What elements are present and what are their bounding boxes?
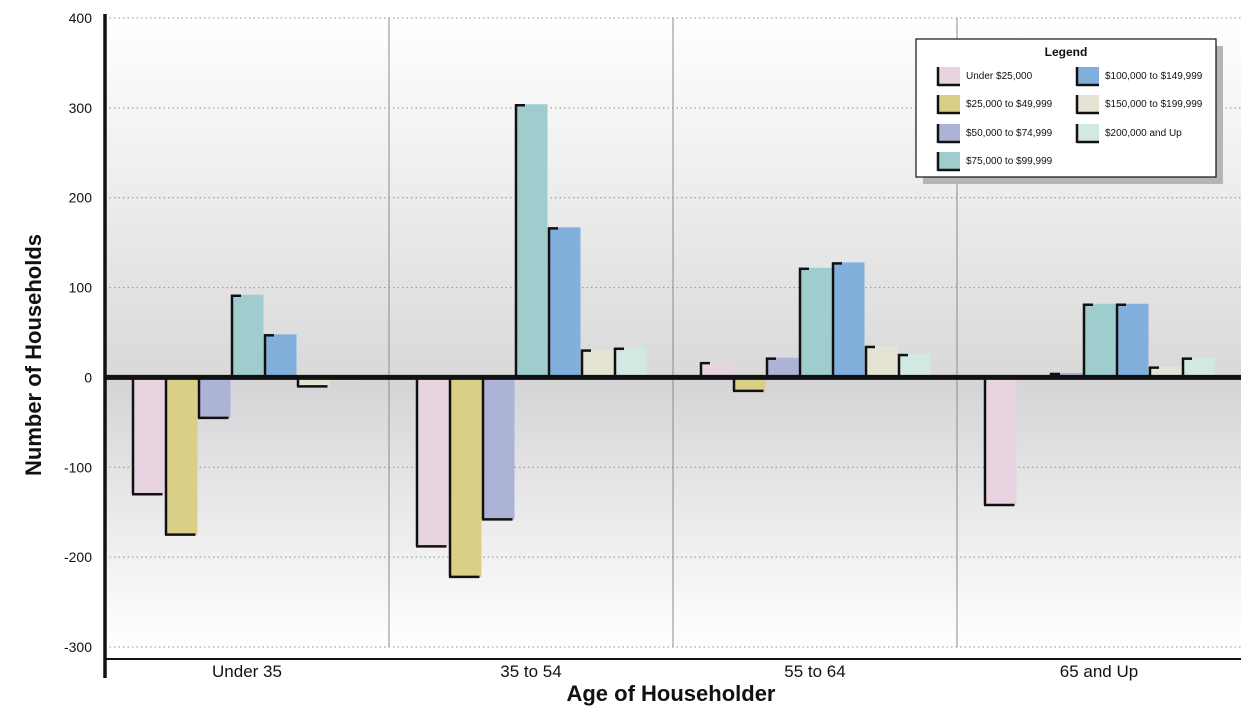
y-tick-label: 0 <box>84 369 92 385</box>
legend-box <box>915 38 1217 178</box>
bar <box>197 377 231 420</box>
bar-fill <box>1151 366 1182 378</box>
bar <box>765 357 799 378</box>
legend-swatch <box>938 152 960 170</box>
legend-item: $150,000 to $199,999 <box>1075 95 1203 115</box>
y-axis-title: Number of Households <box>21 234 46 476</box>
bar-fill <box>986 377 1017 506</box>
bar <box>897 353 931 378</box>
legend-swatch <box>1077 95 1099 113</box>
legend-item: $50,000 to $74,999 <box>936 124 1053 144</box>
bar-fill <box>867 345 898 378</box>
legend-item: $75,000 to $99,999 <box>936 152 1053 172</box>
legend-item: Under $25,000 <box>936 67 1033 87</box>
y-tick-label: -300 <box>64 639 92 655</box>
bar <box>983 377 1017 507</box>
bar-fill <box>900 354 931 378</box>
bar <box>230 294 264 378</box>
bar-fill <box>266 334 297 378</box>
bar <box>864 345 898 378</box>
y-tick-labels: 400 300 200 100 0 -100 -200 -300 <box>64 10 92 655</box>
legend: Legend Under $25,000 $25,000 to $49,999 $5… <box>915 38 1223 184</box>
legend-label: Under $25,000 <box>966 71 1033 82</box>
bar-fill <box>1184 357 1215 378</box>
legend-label: $100,000 to $149,999 <box>1105 71 1203 82</box>
bar-fill <box>583 349 614 378</box>
bar <box>1082 303 1116 378</box>
legend-swatch <box>1077 124 1099 142</box>
bars <box>131 104 1215 579</box>
bar <box>732 377 766 393</box>
legend-item: $25,000 to $49,999 <box>936 95 1053 115</box>
legend-label: $200,000 and Up <box>1105 128 1182 139</box>
category-label: Under 35 <box>212 662 282 681</box>
bar-fill <box>484 377 515 520</box>
bar <box>613 347 647 378</box>
y-tick-label: 100 <box>69 280 93 296</box>
bar-fill <box>550 227 581 378</box>
bar-fill <box>200 377 231 418</box>
legend-swatch <box>1077 67 1099 85</box>
category-label: 55 to 64 <box>784 662 845 681</box>
legend-label: $150,000 to $199,999 <box>1105 99 1203 110</box>
legend-title: Legend <box>1045 45 1088 59</box>
bar-fill <box>167 377 198 535</box>
bar-fill <box>702 362 733 378</box>
bar-fill <box>134 377 165 495</box>
bar-fill <box>735 377 766 391</box>
bar <box>514 104 548 378</box>
bar-fill <box>1118 303 1149 378</box>
bar <box>164 377 198 536</box>
bar-fill <box>1085 303 1116 378</box>
bar <box>263 334 297 378</box>
bar-fill <box>233 294 264 378</box>
bar-fill <box>451 377 482 577</box>
legend-swatch <box>938 67 960 85</box>
bar <box>547 227 581 378</box>
bar <box>415 377 449 548</box>
bar-fill <box>801 267 832 378</box>
bar <box>448 377 482 579</box>
legend-label: $25,000 to $49,999 <box>966 99 1053 110</box>
bar <box>831 262 865 378</box>
bar <box>1115 303 1149 378</box>
bar <box>699 361 733 378</box>
bar <box>798 267 832 378</box>
category-label: 35 to 54 <box>500 662 561 681</box>
legend-swatch <box>938 124 960 142</box>
bar <box>1181 357 1215 378</box>
bar-fill <box>768 357 799 378</box>
bar-fill <box>834 262 865 378</box>
bar-fill <box>616 347 647 378</box>
legend-item: $200,000 and Up <box>1075 124 1182 144</box>
category-labels: Under 35 35 to 54 55 to 64 65 and Up <box>212 662 1138 681</box>
legend-swatch <box>938 95 960 113</box>
y-tick-label: 200 <box>69 190 93 206</box>
bar <box>481 377 515 521</box>
axes <box>103 14 1241 678</box>
legend-item: $100,000 to $149,999 <box>1075 67 1203 87</box>
bar <box>580 349 614 378</box>
legend-label: $75,000 to $99,999 <box>966 156 1053 167</box>
legend-label: $50,000 to $74,999 <box>966 128 1053 139</box>
x-axis-title: Age of Householder <box>566 681 775 706</box>
y-tick-label: -200 <box>64 549 92 565</box>
bar-fill <box>517 104 548 378</box>
bar <box>131 377 165 496</box>
y-tick-label: 400 <box>69 10 93 26</box>
y-tick-label: -100 <box>64 459 92 475</box>
bar-fill <box>418 377 449 547</box>
category-label: 65 and Up <box>1060 662 1138 681</box>
y-tick-label: 300 <box>69 100 93 116</box>
bar-fill <box>299 377 330 387</box>
